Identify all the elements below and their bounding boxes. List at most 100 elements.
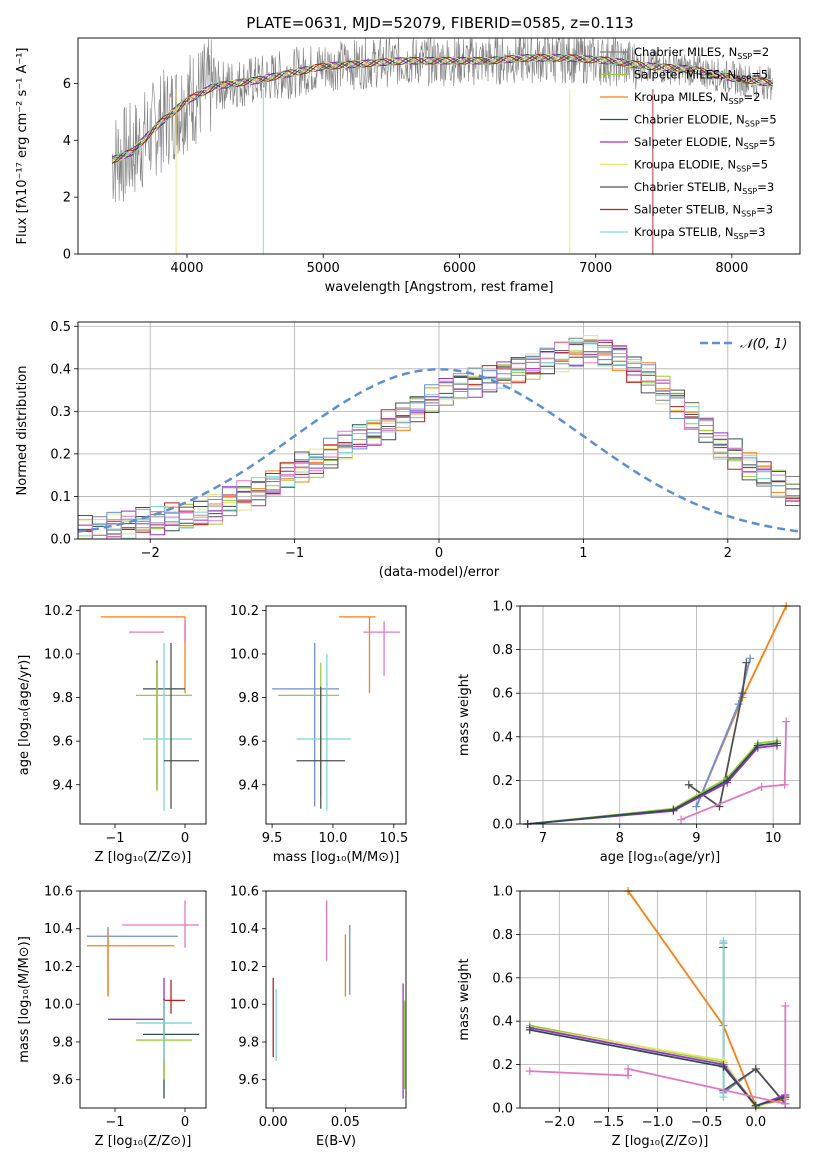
- mass-weight-point: [751, 1064, 760, 1073]
- model-spectrum-line: [111, 54, 773, 162]
- mass-weight-point: [684, 780, 693, 789]
- y-tick-label: 10.2: [230, 604, 259, 619]
- x-axis-label: mass [log₁₀(M/M⊙)]: [273, 850, 400, 865]
- y-tick-label: 0.0: [492, 1102, 513, 1117]
- x-tick-label: −2: [141, 546, 160, 561]
- mass-weight-point: [782, 717, 791, 726]
- mass-weight-line: [722, 947, 786, 1105]
- mass-weight-point: [677, 815, 686, 824]
- legend-label: Chabrier MILES, NSSP=2: [634, 45, 769, 61]
- y-tick-label: 0.4: [492, 730, 513, 745]
- y-tick-label: 10.0: [44, 647, 73, 662]
- legend-label: Kroupa MILES, NSSP=2: [634, 90, 760, 106]
- y-axis-label: mass weight: [457, 958, 472, 1040]
- mass-weight-point: [624, 1064, 633, 1073]
- legend-name: Kroupa MILES, N: [634, 90, 729, 104]
- x-tick-label: 0.00: [259, 1115, 288, 1130]
- mass-weight-point: [742, 658, 751, 667]
- x-axis-label: E(B-V): [316, 1134, 356, 1149]
- mass-weight-line: [527, 742, 778, 824]
- x-tick-label: 10.5: [379, 831, 408, 846]
- x-tick-label: 0.05: [331, 1115, 360, 1130]
- legend-subscript: SSP: [745, 120, 760, 129]
- legend-name: Salpeter ELODIE, N: [634, 135, 744, 149]
- mass-weight-point: [734, 700, 743, 709]
- plot-frame: [77, 321, 801, 540]
- mass-weight-line: [695, 606, 788, 807]
- mass-weight-point: [746, 654, 755, 663]
- y-axis-label: mass weight: [457, 674, 472, 756]
- legend-name: Chabrier MILES, N: [634, 45, 737, 59]
- x-tick-label: 0: [181, 831, 189, 846]
- legend-label: Chabrier STELIB, NSSP=3: [634, 180, 774, 196]
- plot-frame: [265, 890, 407, 1109]
- legend-subscript: SSP: [736, 75, 751, 84]
- y-tick-label: 2: [63, 191, 71, 206]
- legend-label: 𝒩(0, 1): [740, 337, 787, 352]
- normal-curve: [78, 368, 800, 533]
- y-tick-label: 0.8: [492, 928, 513, 943]
- y-tick-label: 0.8: [492, 643, 513, 658]
- x-tick-label: 6000: [443, 261, 476, 276]
- legend-name: Salpeter STELIB, N: [634, 203, 741, 217]
- residual-histogram-panel: −2 −1 0 1 2 0.0 0.1 0.2 0.3 0.4 0.5 (data-model)/er…: [15, 320, 801, 580]
- y-tick-label: 9.8: [238, 691, 259, 706]
- mass-weight-point: [751, 1101, 760, 1110]
- x-tick-label: −1.5: [593, 1115, 625, 1130]
- legend-label: Kroupa ELODIE, NSSP=5: [634, 158, 768, 174]
- mass-weight-vs-metallicity-panel: −2.0 −1.5 −1.0 −0.5 0.0 0.0 0.2 0.4 0.6 0.8 1.0 Z […: [457, 885, 801, 1149]
- y-tick-label: 0.2: [492, 774, 513, 789]
- x-tick-label: 8: [616, 831, 624, 846]
- y-axis-label: age [log₁₀(age/yr)]: [17, 655, 32, 776]
- mass-weight-point: [781, 1002, 790, 1011]
- y-tick-label: 0: [63, 248, 71, 263]
- x-tick-label: 0.0: [745, 1115, 766, 1130]
- y-tick-label: 9.6: [238, 1073, 259, 1088]
- mass-weight-point: [719, 1062, 728, 1071]
- mass-weight-point: [692, 802, 701, 811]
- mass-weight-line: [722, 943, 786, 1105]
- y-axis-label: Normed distribution: [15, 366, 30, 496]
- y-tick-label: 9.6: [238, 735, 259, 750]
- y-tick-label: 0.2: [50, 447, 71, 462]
- spectrum-panel: 4000 5000 6000 7000 8000 0 2 4 6 wavelength [Angs…: [15, 37, 801, 295]
- x-axis-label: wavelength [Angstrom, rest frame]: [325, 280, 554, 295]
- x-tick-label: −0.5: [691, 1115, 723, 1130]
- x-tick-label: 7: [539, 831, 547, 846]
- mass-weight-line: [680, 721, 788, 821]
- legend-label: Salpeter STELIB, NSSP=3: [634, 203, 773, 219]
- legend-suffix: =5: [760, 113, 777, 127]
- legend-label: Chabrier ELODIE, NSSP=5: [634, 113, 777, 129]
- y-tick-label: 4: [63, 134, 71, 149]
- age-vs-mass-panel: 9.5 10.0 10.5 9.4 9.6 9.8 10.0 10.2 mass [log₁₀(…: [230, 604, 408, 865]
- observed-spectrum-line: [111, 38, 773, 203]
- y-axis-label: mass [log₁₀(M/M⊙)]: [17, 936, 32, 1063]
- y-tick-label: 0.4: [492, 1015, 513, 1030]
- x-tick-label: 1: [579, 546, 587, 561]
- plot-frame: [79, 890, 207, 1109]
- y-tick-label: 0.0: [492, 818, 513, 833]
- legend-name: Kroupa STELIB, N: [634, 225, 734, 239]
- legend-suffix: =5: [751, 68, 768, 82]
- x-tick-label: 0: [181, 1115, 189, 1130]
- x-axis-label: (data-model)/error: [379, 565, 500, 580]
- mass-weight-point: [719, 936, 728, 945]
- y-tick-label: 10.4: [230, 922, 259, 937]
- y-tick-label: 9.4: [238, 778, 259, 793]
- legend-subscript: SSP: [736, 165, 751, 174]
- x-axis-label: Z [log₁₀(Z/Z⊙)]: [95, 850, 192, 865]
- x-tick-label: −2.0: [544, 1115, 576, 1130]
- x-tick-label: −1: [105, 1115, 124, 1130]
- y-tick-label: 10.0: [230, 647, 259, 662]
- mass-weight-point: [772, 739, 781, 748]
- y-tick-label: 9.8: [52, 1035, 73, 1050]
- mass-weight-vs-age-panel: 7 8 9 10 0.0 0.2 0.4 0.6 0.8 1.0 age [log₁₀(age/yr…: [457, 600, 801, 865]
- legend-label: Salpeter MILES, NSSP=5: [634, 68, 768, 84]
- y-tick-label: 0.1: [50, 490, 71, 505]
- y-tick-label: 10.2: [230, 960, 259, 975]
- x-tick-label: 7000: [579, 261, 612, 276]
- mass-weight-line: [529, 1029, 786, 1107]
- legend-suffix: =3: [757, 180, 774, 194]
- y-tick-label: 1.0: [492, 885, 513, 900]
- x-axis-label: Z [log₁₀(Z/Z⊙)]: [95, 1134, 192, 1149]
